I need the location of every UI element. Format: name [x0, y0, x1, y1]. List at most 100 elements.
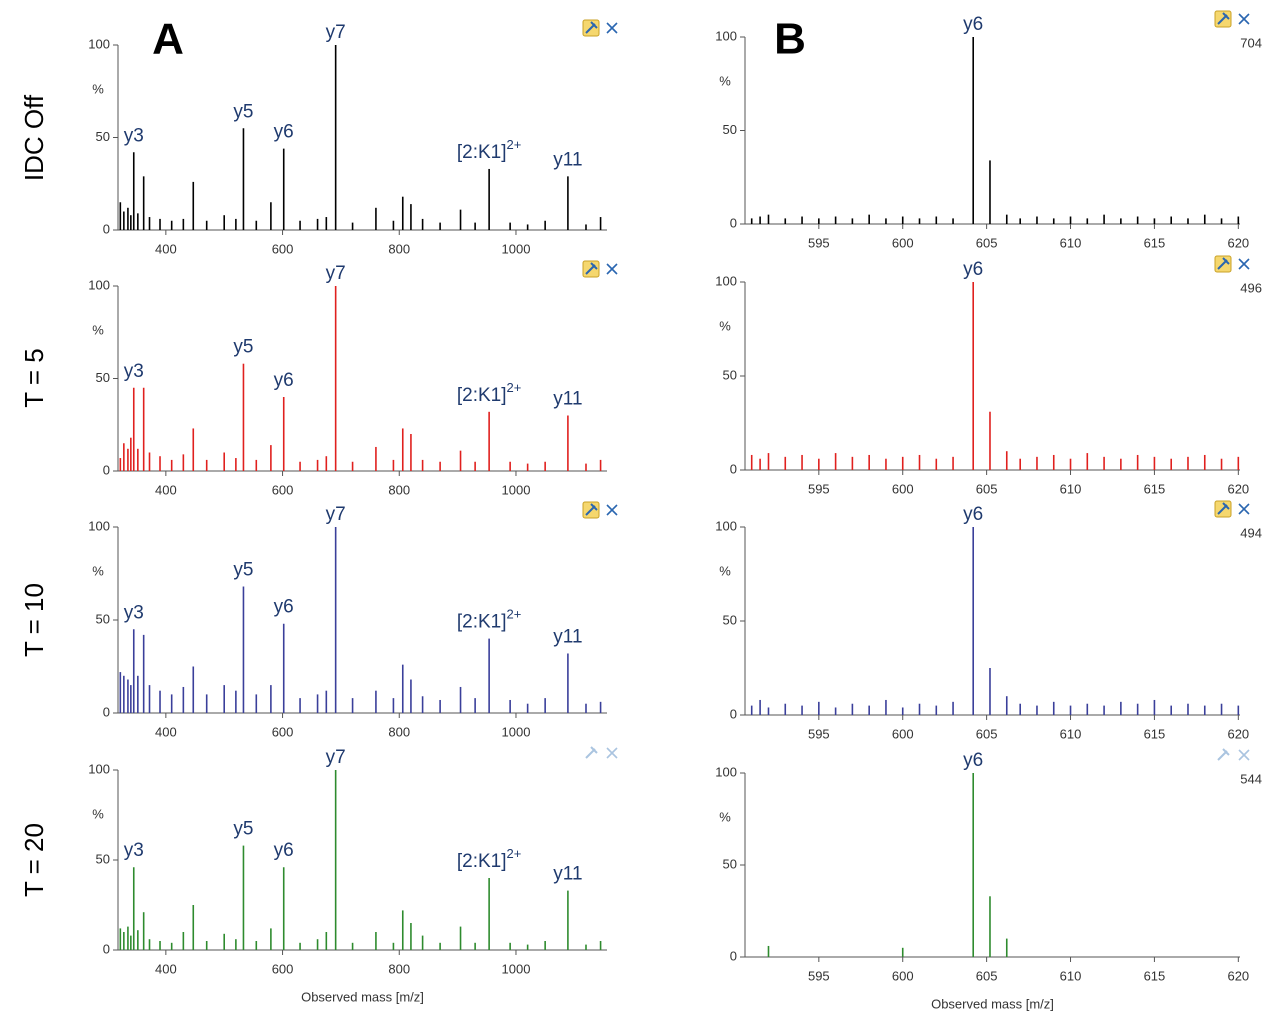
- x-tick-label: 400: [155, 724, 177, 739]
- annotation-text: y5: [233, 560, 253, 581]
- x-axis-label: Observed mass [m/z]: [301, 989, 424, 1004]
- annotation-text: y7: [326, 263, 346, 284]
- peak-annotation: y11: [553, 149, 582, 170]
- peak-annotation: y3: [124, 361, 144, 382]
- annotation-text: y6: [274, 122, 294, 143]
- x-tick-label: 595: [808, 726, 830, 741]
- x-tick-label: 595: [808, 968, 830, 983]
- pin-icon: [585, 503, 598, 516]
- y-tick-label: 0: [730, 215, 737, 230]
- annotation-text: y7: [326, 747, 346, 768]
- peak-annotation: [2:K1]2+: [457, 607, 521, 633]
- intensity-label: 494: [1240, 525, 1262, 540]
- x-tick-label: 800: [388, 724, 410, 739]
- y-tick-label: 0: [103, 941, 110, 956]
- peak-annotation: y5: [233, 560, 253, 581]
- x-tick-label: 605: [976, 235, 998, 250]
- x-tick-label: 800: [388, 961, 410, 976]
- x-tick-label: 600: [272, 961, 294, 976]
- x-tick-label: 615: [1144, 726, 1166, 741]
- peak-annotation: y6: [963, 504, 983, 525]
- y-tick-label: 100: [88, 518, 110, 533]
- annotation-text: [2:K1]: [457, 612, 507, 633]
- peak-annotation: [2:K1]2+: [457, 380, 521, 406]
- peak-annotation: y3: [124, 602, 144, 623]
- y-axis-label: %: [719, 809, 731, 824]
- row-label: IDC Off: [19, 94, 49, 181]
- close-icon[interactable]: [606, 22, 618, 34]
- close-icon[interactable]: [606, 747, 618, 759]
- y-tick-label: 50: [723, 856, 737, 871]
- annotation-text: y6: [274, 597, 294, 618]
- x-axis-label: Observed mass [m/z]: [931, 996, 1054, 1011]
- annotation-text: [2:K1]: [457, 385, 507, 406]
- x-tick-label: 620: [1227, 726, 1249, 741]
- annotation-superscript: 2+: [507, 137, 522, 152]
- pin-icon: [585, 746, 598, 759]
- x-tick-label: 1000: [502, 724, 531, 739]
- y-axis-label: %: [92, 806, 104, 821]
- annotation-text: y6: [274, 840, 294, 861]
- peak-annotation: y6: [963, 750, 983, 771]
- close-icon[interactable]: [1238, 13, 1250, 25]
- close-icon[interactable]: [1238, 258, 1250, 270]
- x-tick-label: 605: [976, 481, 998, 496]
- pin-icon: [1217, 502, 1230, 515]
- row-label: T = 10: [19, 583, 49, 657]
- peak-annotation: y6: [274, 370, 294, 391]
- x-tick-label: 600: [892, 726, 914, 741]
- annotation-text: y11: [553, 864, 582, 885]
- y-tick-label: 50: [723, 122, 737, 137]
- peak-annotation: y5: [233, 337, 253, 358]
- x-tick-label: 600: [272, 241, 294, 256]
- y-tick-label: 0: [730, 948, 737, 963]
- x-tick-label: 610: [1060, 968, 1082, 983]
- peak-annotation: y5: [233, 819, 253, 840]
- peak-annotation: y7: [326, 747, 346, 768]
- x-tick-label: 400: [155, 961, 177, 976]
- close-icon[interactable]: [606, 504, 618, 516]
- x-tick-label: 620: [1227, 968, 1249, 983]
- peak-annotation: y5: [233, 101, 253, 122]
- peak-annotation: y3: [124, 840, 144, 861]
- annotation-text: [2:K1]: [457, 851, 507, 872]
- x-tick-label: 620: [1227, 235, 1249, 250]
- intensity-label: 704: [1240, 35, 1262, 50]
- peak-annotation: y3: [124, 125, 144, 146]
- row-label: T = 5: [19, 348, 49, 408]
- intensity-label: 544: [1240, 771, 1262, 786]
- x-tick-label: 605: [976, 726, 998, 741]
- y-tick-label: 50: [723, 612, 737, 627]
- annotation-text: y7: [326, 504, 346, 525]
- y-tick-label: 50: [96, 851, 110, 866]
- annotation-text: y11: [553, 149, 582, 170]
- y-tick-label: 50: [723, 367, 737, 382]
- y-tick-label: 100: [715, 518, 737, 533]
- close-icon[interactable]: [606, 263, 618, 275]
- panel-label: B: [774, 15, 806, 64]
- pin-icon: [1217, 748, 1230, 761]
- annotation-superscript: 2+: [507, 846, 522, 861]
- x-tick-label: 620: [1227, 481, 1249, 496]
- y-axis-label: %: [719, 73, 731, 88]
- peak-annotation: y6: [963, 14, 983, 35]
- peak-annotation: [2:K1]2+: [457, 846, 521, 872]
- x-tick-label: 610: [1060, 481, 1082, 496]
- annotation-text: [2:K1]: [457, 142, 507, 163]
- x-tick-label: 615: [1144, 235, 1166, 250]
- peak-annotation: y7: [326, 22, 346, 43]
- peak-annotation: y6: [274, 840, 294, 861]
- x-tick-label: 600: [272, 724, 294, 739]
- annotation-text: y3: [124, 840, 144, 861]
- annotation-text: y11: [553, 389, 582, 410]
- x-tick-label: 1000: [502, 241, 531, 256]
- y-tick-label: 100: [715, 764, 737, 779]
- x-tick-label: 1000: [502, 482, 531, 497]
- close-icon[interactable]: [1238, 503, 1250, 515]
- y-tick-label: 100: [88, 761, 110, 776]
- y-axis-label: %: [92, 322, 104, 337]
- y-axis-label: %: [92, 563, 104, 578]
- y-tick-label: 100: [88, 277, 110, 292]
- close-icon[interactable]: [1238, 749, 1250, 761]
